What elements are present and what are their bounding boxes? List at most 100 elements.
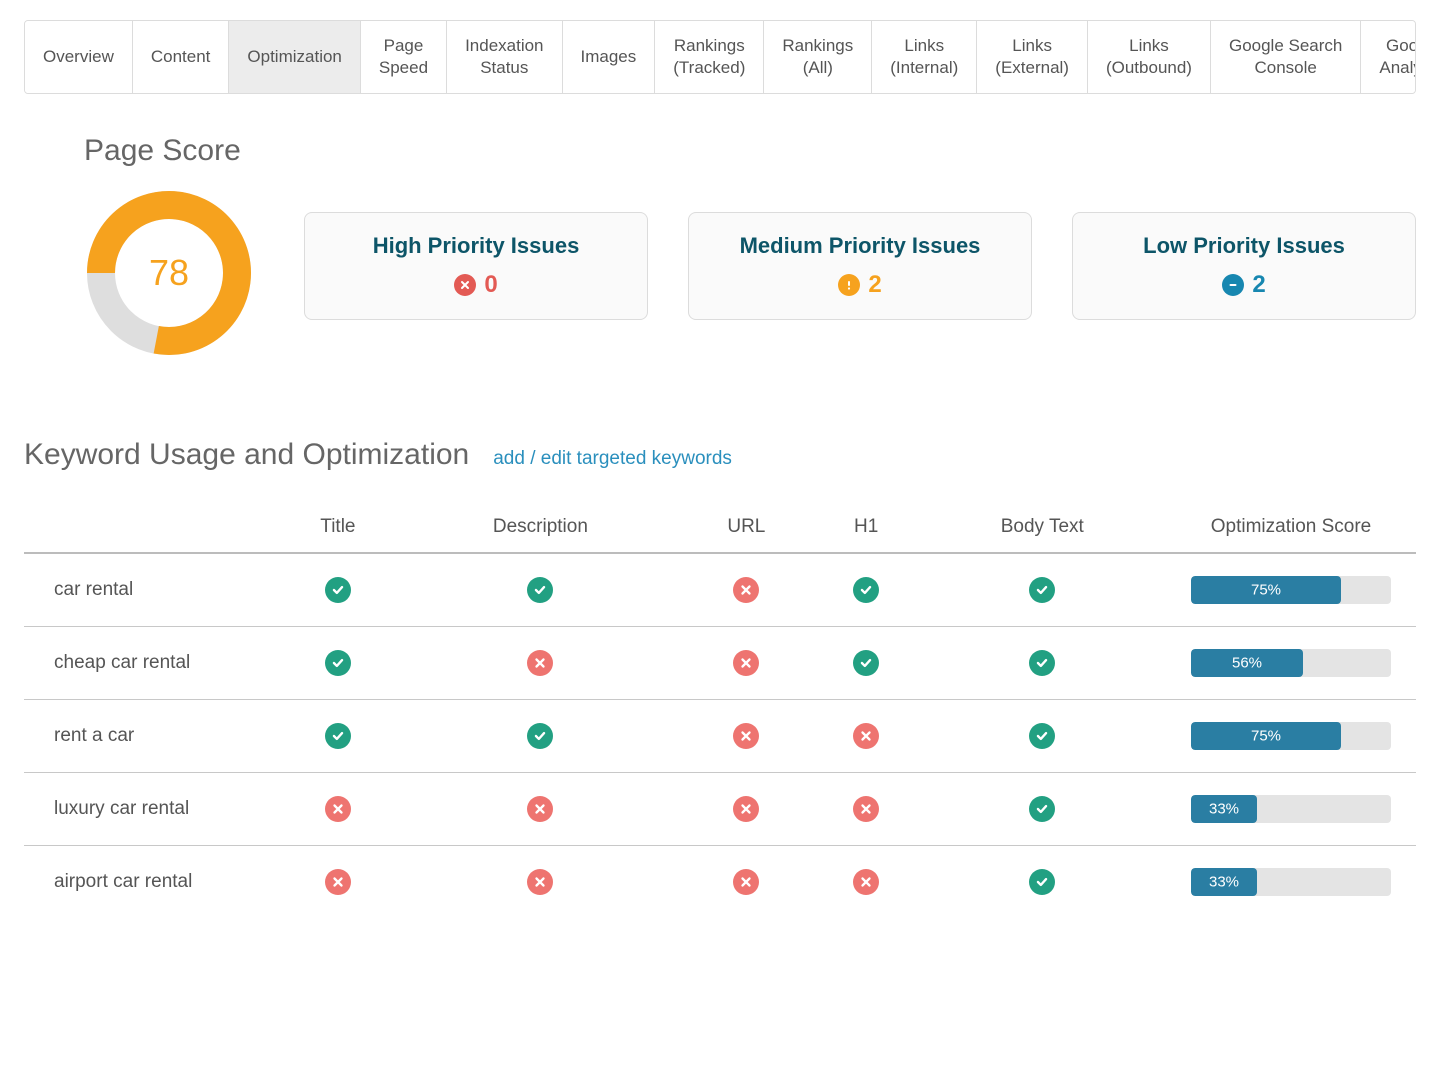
x-circle-icon	[527, 650, 553, 676]
status-cell	[274, 846, 402, 919]
tab-rankings-all-[interactable]: Rankings(All)	[764, 21, 872, 93]
progress-bar: 33%	[1191, 795, 1391, 823]
tab-content[interactable]: Content	[133, 21, 230, 93]
x-circle-icon	[733, 577, 759, 603]
edit-keywords-link[interactable]: add / edit targeted keywords	[493, 448, 732, 470]
tab-page-speed[interactable]: PageSpeed	[361, 21, 447, 93]
tab-google-search-console[interactable]: Google SearchConsole	[1211, 21, 1361, 93]
check-circle-icon	[853, 577, 879, 603]
issue-card-count: 2	[838, 271, 881, 299]
x-circle-icon	[325, 796, 351, 822]
tab-links-internal-[interactable]: Links(Internal)	[872, 21, 977, 93]
tab-links-external-[interactable]: Links(External)	[977, 21, 1088, 93]
status-cell	[679, 846, 814, 919]
table-row: cheap car rental56%	[24, 627, 1416, 700]
issue-card[interactable]: Medium Priority Issues 2	[688, 212, 1032, 320]
x-circle-icon	[853, 723, 879, 749]
x-circle-icon	[853, 869, 879, 895]
keyword-col-header: Optimization Score	[1166, 502, 1416, 553]
check-circle-icon	[1029, 869, 1055, 895]
tabs-bar: OverviewContentOptimizationPageSpeedInde…	[24, 20, 1416, 94]
optimization-score-cell: 75%	[1166, 700, 1416, 773]
status-cell	[274, 627, 402, 700]
page-score-section: Page Score 78 High Priority Issues 0 Mediu…	[24, 134, 1416, 358]
keyword-cell: rent a car	[24, 700, 274, 773]
issue-count-value: 0	[484, 271, 497, 299]
keyword-col-header: Title	[274, 502, 402, 553]
progress-label: 33%	[1209, 801, 1239, 818]
status-cell	[814, 773, 919, 846]
table-row: luxury car rental33%	[24, 773, 1416, 846]
keyword-cell: car rental	[24, 553, 274, 627]
status-cell	[679, 700, 814, 773]
status-cell	[679, 553, 814, 627]
x-circle-icon	[733, 723, 759, 749]
status-cell	[274, 773, 402, 846]
status-cell	[919, 700, 1166, 773]
table-row: rent a car 75%	[24, 700, 1416, 773]
check-circle-icon	[1029, 723, 1055, 749]
check-circle-icon	[325, 650, 351, 676]
x-circle-icon	[527, 796, 553, 822]
status-cell	[919, 553, 1166, 627]
progress-label: 75%	[1251, 728, 1281, 745]
status-cell	[919, 627, 1166, 700]
status-cell	[402, 553, 679, 627]
status-cell	[814, 846, 919, 919]
status-cell	[402, 846, 679, 919]
x-circle-icon	[733, 796, 759, 822]
tab-rankings-tracked-[interactable]: Rankings(Tracked)	[655, 21, 764, 93]
keyword-col-header: Body Text	[919, 502, 1166, 553]
status-cell	[274, 553, 402, 627]
progress-label: 33%	[1209, 874, 1239, 891]
issue-card-title: High Priority Issues	[329, 233, 623, 259]
keyword-col-header: URL	[679, 502, 814, 553]
optimization-score-cell: 75%	[1166, 553, 1416, 627]
x-circle-icon	[325, 869, 351, 895]
tab-indexation-status[interactable]: IndexationStatus	[447, 21, 562, 93]
exclamation-circle-icon	[838, 274, 860, 296]
issue-card[interactable]: Low Priority Issues 2	[1072, 212, 1416, 320]
tab-overview[interactable]: Overview	[25, 21, 133, 93]
tab-images[interactable]: Images	[563, 21, 656, 93]
issue-count-value: 2	[1252, 271, 1265, 299]
keyword-col-header: H1	[814, 502, 919, 553]
status-cell	[679, 627, 814, 700]
check-circle-icon	[325, 723, 351, 749]
status-cell	[402, 773, 679, 846]
tab-optimization[interactable]: Optimization	[229, 21, 360, 93]
optimization-score-cell: 33%	[1166, 773, 1416, 846]
check-circle-icon	[853, 650, 879, 676]
issue-card-count: 2	[1222, 271, 1265, 299]
status-cell	[919, 846, 1166, 919]
issue-card-count: 0	[454, 271, 497, 299]
status-cell	[679, 773, 814, 846]
status-cell	[814, 627, 919, 700]
progress-bar: 56%	[1191, 649, 1391, 677]
check-circle-icon	[1029, 650, 1055, 676]
issue-cards: High Priority Issues 0 Medium Priority Iss…	[304, 212, 1416, 320]
page-score-block: Page Score 78	[84, 134, 254, 358]
status-cell	[402, 700, 679, 773]
issue-count-value: 2	[868, 271, 881, 299]
x-circle-icon	[527, 869, 553, 895]
status-cell	[814, 700, 919, 773]
x-circle-icon	[733, 869, 759, 895]
page-score-donut: 78	[84, 188, 254, 358]
optimization-score-cell: 56%	[1166, 627, 1416, 700]
keyword-col-header	[24, 502, 274, 553]
keyword-header: Keyword Usage and Optimization add / edi…	[24, 438, 1416, 472]
tab-google-analytics[interactable]: GoogleAnalytics	[1361, 21, 1416, 93]
status-cell	[814, 553, 919, 627]
check-circle-icon	[1029, 796, 1055, 822]
issue-card-title: Medium Priority Issues	[713, 233, 1007, 259]
tab-links-outbound-[interactable]: Links(Outbound)	[1088, 21, 1211, 93]
page-score-title: Page Score	[84, 134, 254, 168]
keyword-cell: airport car rental	[24, 846, 274, 919]
table-row: car rental 75%	[24, 553, 1416, 627]
check-circle-icon	[527, 577, 553, 603]
issue-card[interactable]: High Priority Issues 0	[304, 212, 648, 320]
status-cell	[402, 627, 679, 700]
issue-card-title: Low Priority Issues	[1097, 233, 1391, 259]
x-circle-icon	[853, 796, 879, 822]
